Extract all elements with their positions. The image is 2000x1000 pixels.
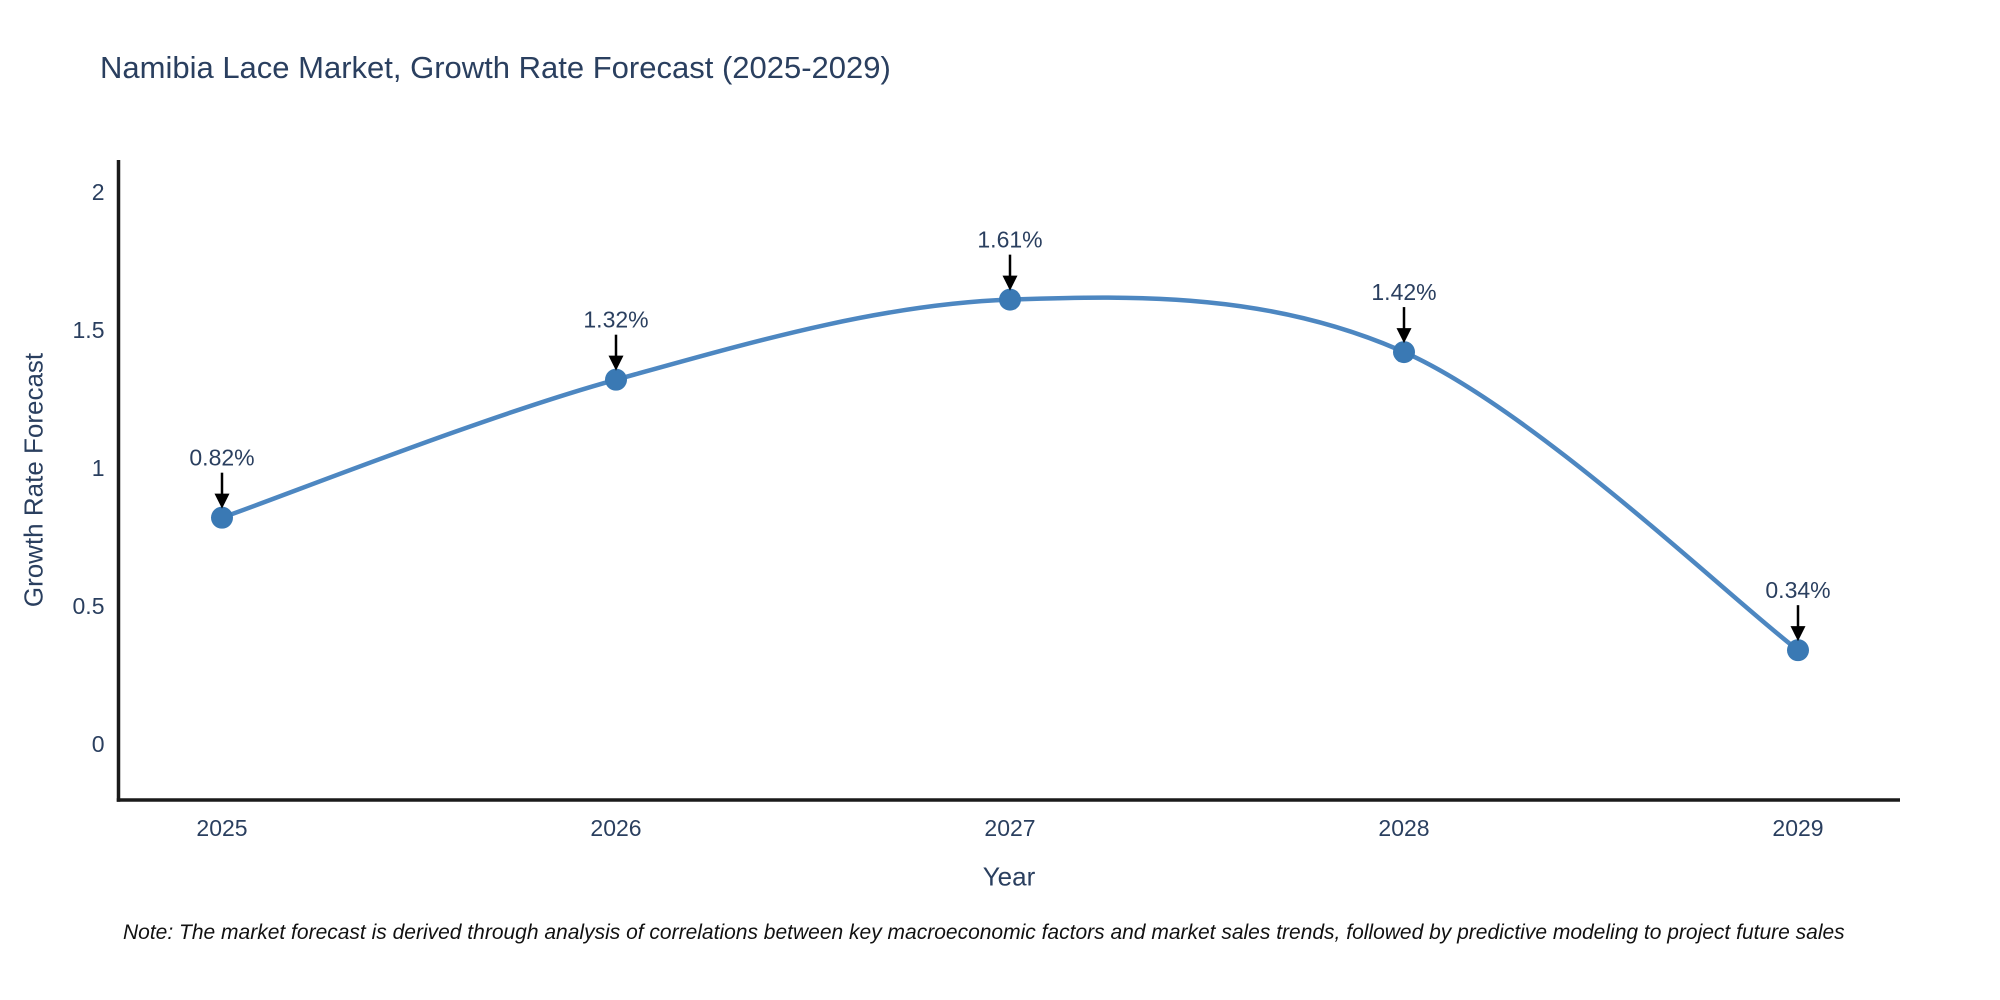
x-axis-title: Year [982,861,1036,892]
data-point-label: 1.32% [583,307,648,333]
x-tick-label: 2026 [590,815,641,841]
data-point-label: 1.42% [1371,279,1436,305]
annotation-arrow-head [1790,626,1806,642]
data-point-marker [605,368,627,391]
x-tick-label: 2029 [1772,815,1823,841]
data-point-marker [1787,639,1809,662]
annotation-arrow-head [214,493,230,509]
data-point-marker [999,288,1021,311]
annotation-arrow-head [1002,275,1018,291]
data-point-label: 0.34% [1765,577,1830,603]
forecast-line [219,295,1801,653]
y-tick-label: 1.5 [73,317,105,343]
chart-footnote: Note: The market forecast is derived thr… [123,921,1845,944]
annotation-arrow-head [608,355,624,371]
x-tick-label: 2025 [196,815,247,841]
y-tick-label: 1 [92,455,105,481]
y-tick-label: 0.5 [73,593,105,619]
chart-title: Namibia Lace Market, Growth Rate Forecas… [100,50,891,85]
data-point-label: 0.82% [189,445,254,471]
data-point-marker [211,506,233,529]
x-tick-label: 2028 [1378,815,1429,841]
y-tick-label: 2 [92,179,105,205]
data-point-label: 1.61% [977,227,1042,253]
annotation-arrow-head [1396,328,1412,344]
x-tick-label: 2027 [984,815,1035,841]
y-tick-label: 0 [92,731,105,757]
data-point-marker [1393,341,1415,364]
